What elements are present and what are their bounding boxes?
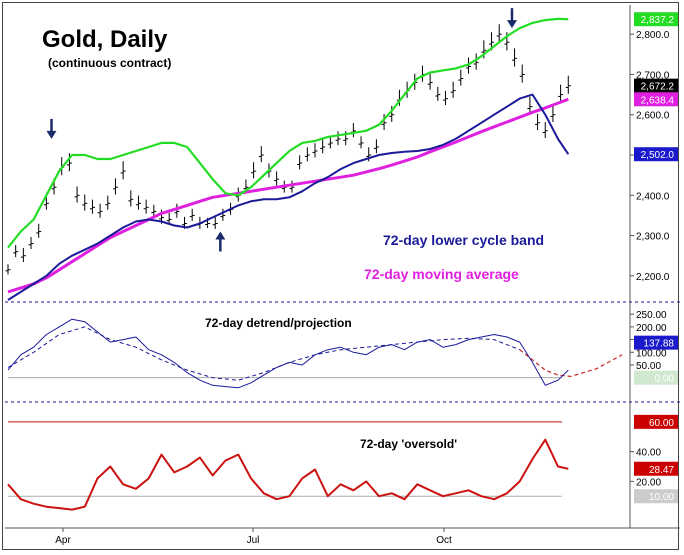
y-tick-label: 2,700.0	[636, 70, 670, 81]
y-tick-label: 100.00	[636, 348, 667, 359]
y-tick-label: 2,400.0	[636, 191, 670, 202]
annotation-lower-cycle-band: 72-day lower cycle band	[383, 232, 544, 248]
arrow-down-icon	[506, 20, 517, 29]
projection-line-history	[7, 326, 520, 381]
value-label-detrend-box	[634, 335, 678, 350]
x-tick-label-oct: Oct	[436, 535, 452, 546]
value-label-oversold-upper: 60.00	[649, 418, 674, 429]
y-tick-label: 20.00	[636, 477, 661, 488]
y-tick-label: 50.00	[636, 361, 661, 372]
value-label-price-box	[634, 78, 678, 93]
y-tick-label: 40.00	[636, 448, 661, 459]
moving-average-line	[7, 97, 569, 294]
chart-title: Gold, Daily	[42, 26, 168, 53]
y-tick-label: 2,300.0	[636, 232, 670, 243]
value-label-oversold: 28.47	[649, 465, 674, 476]
x-tick-label-apr: Apr	[55, 535, 71, 546]
annotation-detrend-projection: 72-day detrend/projection	[205, 316, 352, 330]
arrow-down-icon	[46, 130, 57, 139]
y-tick-label: 250.00	[636, 310, 667, 321]
arrow-up-icon	[215, 231, 226, 240]
value-label-upper-band: 2,837.2	[641, 15, 675, 26]
oversold-line	[7, 438, 569, 511]
projection-line-future	[519, 349, 623, 377]
annotation-oversold: 72-day 'oversold'	[360, 437, 457, 451]
lower-cycle-band-line	[7, 93, 570, 301]
value-label-lower-band-box	[634, 147, 678, 162]
detrend-line	[7, 318, 569, 389]
value-label-oversold-reference-box	[634, 489, 678, 504]
plot-area: 2,800.02,700.02,600.02,500.02,400.02,300…	[5, 8, 678, 532]
value-label-detrend-zero-box	[634, 370, 678, 385]
upper-cycle-band-line	[7, 17, 569, 249]
y-tick-label: 2,600.0	[636, 111, 670, 122]
value-label-moving-average-box	[634, 92, 678, 107]
chart-subtitle: (continuous contract)	[48, 56, 171, 70]
value-label-detrend-zero: 0.00	[655, 374, 675, 385]
y-tick-label: 200.00	[636, 323, 667, 334]
value-label-price: 2,672.2	[641, 82, 675, 93]
value-label-oversold-box	[634, 461, 678, 476]
value-label-oversold-upper-box	[634, 414, 678, 429]
value-label-lower-band: 2,502.0	[641, 150, 675, 161]
x-tick-label-jul: Jul	[247, 535, 260, 546]
annotation-moving-average: 72-day moving average	[364, 266, 519, 282]
value-label-moving-average: 2,638.4	[641, 95, 675, 106]
chart-frame	[2, 2, 679, 550]
value-label-oversold-reference: 10.00	[649, 492, 674, 503]
value-label-detrend: 137.88	[643, 339, 674, 350]
y-tick-label: 2,200.0	[636, 272, 670, 283]
y-tick-label: 2,800.0	[636, 30, 670, 41]
value-label-upper-band-box	[634, 12, 678, 27]
